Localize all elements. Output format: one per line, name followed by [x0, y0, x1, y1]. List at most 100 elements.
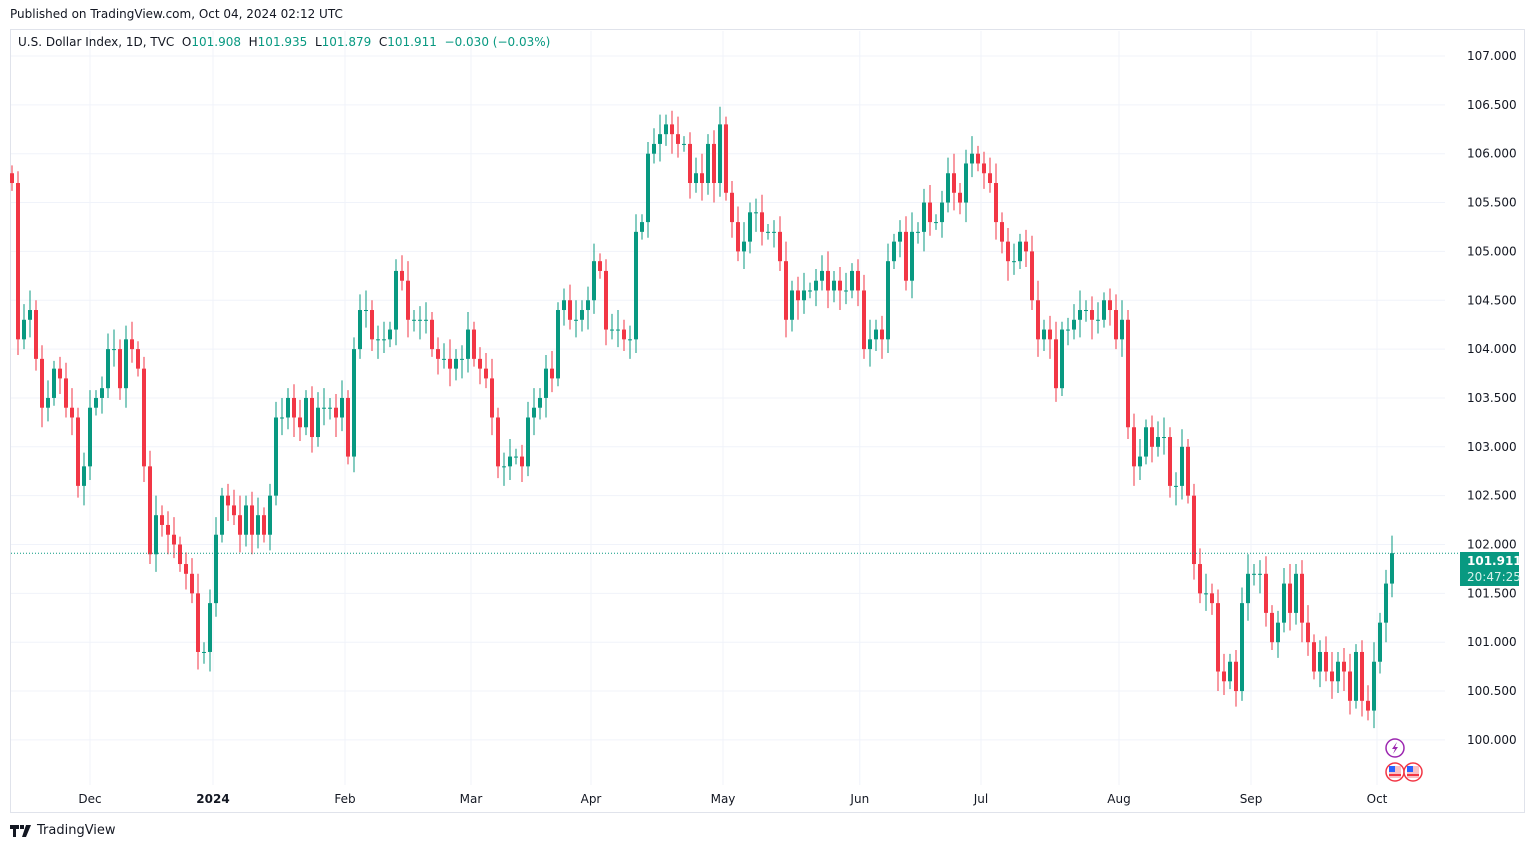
candle-up — [388, 321, 392, 348]
candle-down — [778, 216, 782, 271]
tradingview-logo[interactable]: TradingView — [10, 823, 116, 838]
candle-up — [1240, 587, 1244, 701]
candle-up — [454, 349, 458, 381]
candle-up — [616, 310, 620, 348]
time-tick-label: Jun — [849, 792, 869, 806]
candle-down — [1054, 321, 1058, 402]
candle-up — [586, 286, 590, 330]
candle-body — [1306, 622, 1310, 643]
candle-up — [1060, 321, 1064, 396]
candle-up — [1180, 429, 1184, 500]
candle-down — [16, 171, 20, 355]
candle-body — [214, 534, 218, 604]
candle-up — [664, 114, 668, 146]
candle-body — [1186, 446, 1190, 496]
candle-body — [976, 153, 980, 164]
candle-body — [94, 397, 98, 408]
candle-body — [322, 407, 326, 409]
candle-up — [1072, 304, 1076, 340]
candle-body — [1108, 300, 1112, 311]
candle-down — [334, 394, 338, 438]
candle-up — [970, 136, 974, 178]
candle-body — [718, 124, 722, 184]
candle-body — [844, 290, 848, 292]
brand-name: TradingView — [37, 823, 116, 838]
candle-body — [520, 456, 524, 467]
price-tick-label: 100.500 — [1467, 684, 1517, 698]
candle-body — [700, 173, 704, 184]
candle-up — [1066, 317, 1070, 346]
candle-body — [454, 358, 458, 369]
open-value: 101.908 — [191, 35, 241, 49]
candle-body — [514, 456, 518, 458]
candle-body — [1318, 651, 1322, 672]
candle-body — [562, 300, 566, 311]
candle-body — [112, 349, 116, 351]
candle-down — [826, 251, 830, 309]
candle-body — [712, 143, 716, 184]
candle-down — [712, 130, 716, 203]
candle-body — [472, 329, 476, 359]
candle-body — [592, 261, 596, 301]
published-caption: Published on TradingView.com, Oct 04, 20… — [10, 7, 343, 21]
candle-body — [178, 544, 182, 565]
candle-body — [268, 495, 272, 535]
candle-down — [238, 495, 242, 553]
candle-down — [76, 407, 80, 498]
candle-up — [268, 483, 272, 551]
candle-body — [682, 143, 686, 145]
candle-body — [862, 290, 866, 350]
candle-up — [1120, 300, 1124, 357]
candle-body — [1210, 593, 1214, 604]
candle-body — [658, 134, 662, 144]
candle-body — [358, 310, 362, 350]
candle-up — [742, 222, 746, 269]
candle-body — [1126, 319, 1130, 428]
candle-down — [160, 505, 164, 537]
candle-body — [580, 310, 584, 320]
candle-body — [334, 407, 338, 418]
candle-up — [1384, 569, 1388, 643]
candle-up — [1336, 651, 1340, 694]
events[interactable] — [1385, 738, 1423, 782]
candle-body — [1336, 661, 1340, 682]
candle-down — [1006, 227, 1010, 281]
candle-body — [52, 368, 56, 398]
candle-body — [730, 192, 734, 223]
candle-down — [952, 153, 956, 211]
candle-up — [874, 319, 878, 352]
price-tick-label: 101.000 — [1467, 635, 1517, 649]
candle-body — [502, 466, 506, 468]
candle-up — [718, 106, 722, 197]
candle-down — [310, 386, 314, 453]
low-label: L — [314, 35, 322, 49]
candle-down — [1192, 483, 1196, 580]
candle-down — [70, 388, 74, 436]
price-tag-price: 101.911 — [1467, 554, 1522, 568]
candle-body — [526, 417, 530, 467]
close-value: 101.911 — [387, 35, 437, 49]
candle-body — [202, 651, 206, 653]
candle-up — [898, 220, 902, 258]
candle-up — [316, 392, 320, 447]
candle-up — [922, 188, 926, 252]
candle-down — [370, 300, 374, 352]
candle-body — [58, 368, 62, 379]
candle-body — [436, 349, 440, 359]
candle-body — [1192, 495, 1196, 565]
candle-body — [1276, 622, 1280, 643]
candle-down — [796, 276, 800, 320]
candle-body — [1330, 671, 1334, 682]
candle-body — [106, 349, 110, 389]
candle-body — [1288, 583, 1292, 613]
candle-body — [1378, 622, 1382, 662]
candle-body — [1138, 456, 1142, 467]
candle-down — [1234, 650, 1238, 707]
candle-down — [1168, 427, 1172, 498]
candle-body — [220, 495, 224, 535]
candle-body — [1114, 310, 1118, 340]
candle-down — [994, 163, 998, 240]
candle-body — [1222, 671, 1226, 682]
chart-frame — [10, 29, 1525, 813]
